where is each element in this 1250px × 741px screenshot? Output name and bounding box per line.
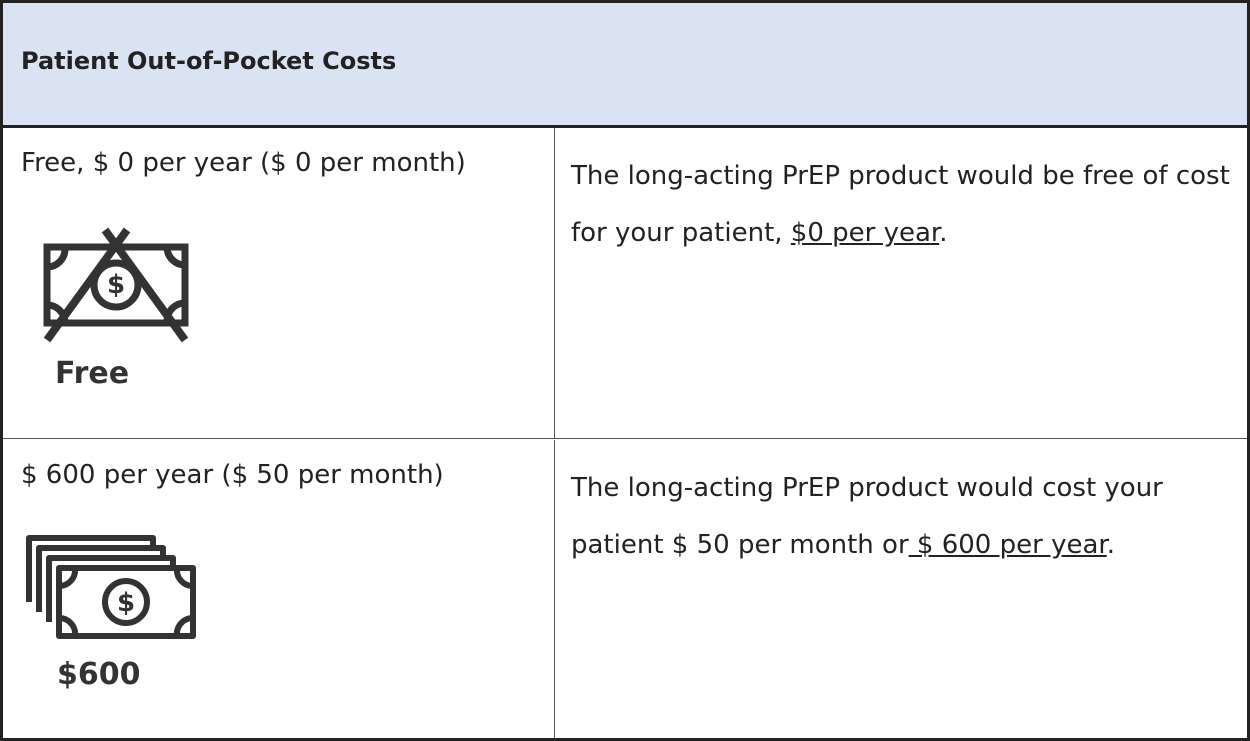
option-text: Free, $ 0 per year ($ 0 per month) xyxy=(21,148,466,178)
column-divider xyxy=(554,440,555,738)
column-divider xyxy=(554,128,555,438)
icon-label: Free xyxy=(55,356,130,391)
icon-label: $600 xyxy=(57,657,141,692)
free-icon: $ xyxy=(43,227,189,343)
description-text: The long-acting PrEP product would cost … xyxy=(571,473,1172,560)
table-row: $ 600 per year ($ 50 per month) $ $600 T… xyxy=(3,440,1247,738)
description-underlined: $ 600 per year xyxy=(908,530,1107,560)
description-tail: . xyxy=(1106,530,1115,560)
header-row: Patient Out-of-Pocket Costs xyxy=(3,3,1247,128)
description: The long-acting PrEP product would cost … xyxy=(571,460,1237,574)
svg-text:$: $ xyxy=(117,588,135,618)
svg-text:$: $ xyxy=(107,270,125,300)
table-title: Patient Out-of-Pocket Costs xyxy=(21,47,397,75)
money-icon: $ xyxy=(26,535,196,639)
description: The long-acting PrEP product would be fr… xyxy=(571,148,1237,262)
description-tail: . xyxy=(939,218,948,248)
description-underlined: $0 per year xyxy=(790,218,940,248)
table-row: Free, $ 0 per year ($ 0 per month) $ Fre… xyxy=(3,128,1247,439)
description-text: The long-acting PrEP product would be fr… xyxy=(571,161,1239,248)
option-text: $ 600 per year ($ 50 per month) xyxy=(21,460,444,490)
